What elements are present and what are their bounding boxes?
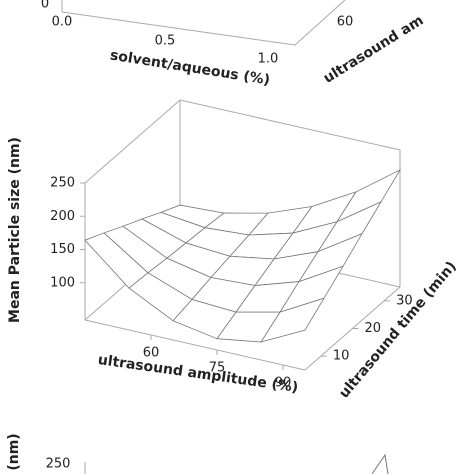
z-tick-label: 0 xyxy=(41,0,49,12)
z-tick-label: 150 xyxy=(50,242,75,257)
x-tick-label: 0.0 xyxy=(52,15,73,30)
axis-edge xyxy=(294,0,346,46)
z-axis-label: Mean Particle size (nm) xyxy=(7,137,23,323)
box-edge xyxy=(84,319,306,371)
z-axis-label: (nm) xyxy=(6,433,22,470)
z-tick-label: 100 xyxy=(50,275,75,290)
y-tick-label: 30 xyxy=(396,293,413,308)
x-tick-label: 60 xyxy=(143,346,160,361)
y-tick-label: 60 xyxy=(337,15,354,30)
z-tick-label: 250 xyxy=(46,457,71,472)
box-edge xyxy=(179,99,401,151)
surface-cell xyxy=(260,297,325,343)
y-tick-label: 20 xyxy=(365,321,382,336)
box-edge xyxy=(84,99,181,184)
surface-edge xyxy=(371,453,389,474)
y-axis-label: ultrasound time (min) xyxy=(336,259,460,402)
x-axis-label: ultrasound amplitude (%) xyxy=(97,352,299,396)
y-tick-label: 10 xyxy=(333,349,350,364)
axis-edge xyxy=(61,11,296,46)
z-tick-label: 200 xyxy=(50,209,75,224)
x-axis-label: solvent/aqueous (%) xyxy=(109,47,271,88)
z-tick-label: 250 xyxy=(50,176,75,191)
x-tick-label: 1.0 xyxy=(258,52,279,67)
x-tick-label: 90 xyxy=(275,376,292,391)
x-tick-label: 0.5 xyxy=(155,34,176,49)
x-tick-label: 75 xyxy=(209,361,226,376)
